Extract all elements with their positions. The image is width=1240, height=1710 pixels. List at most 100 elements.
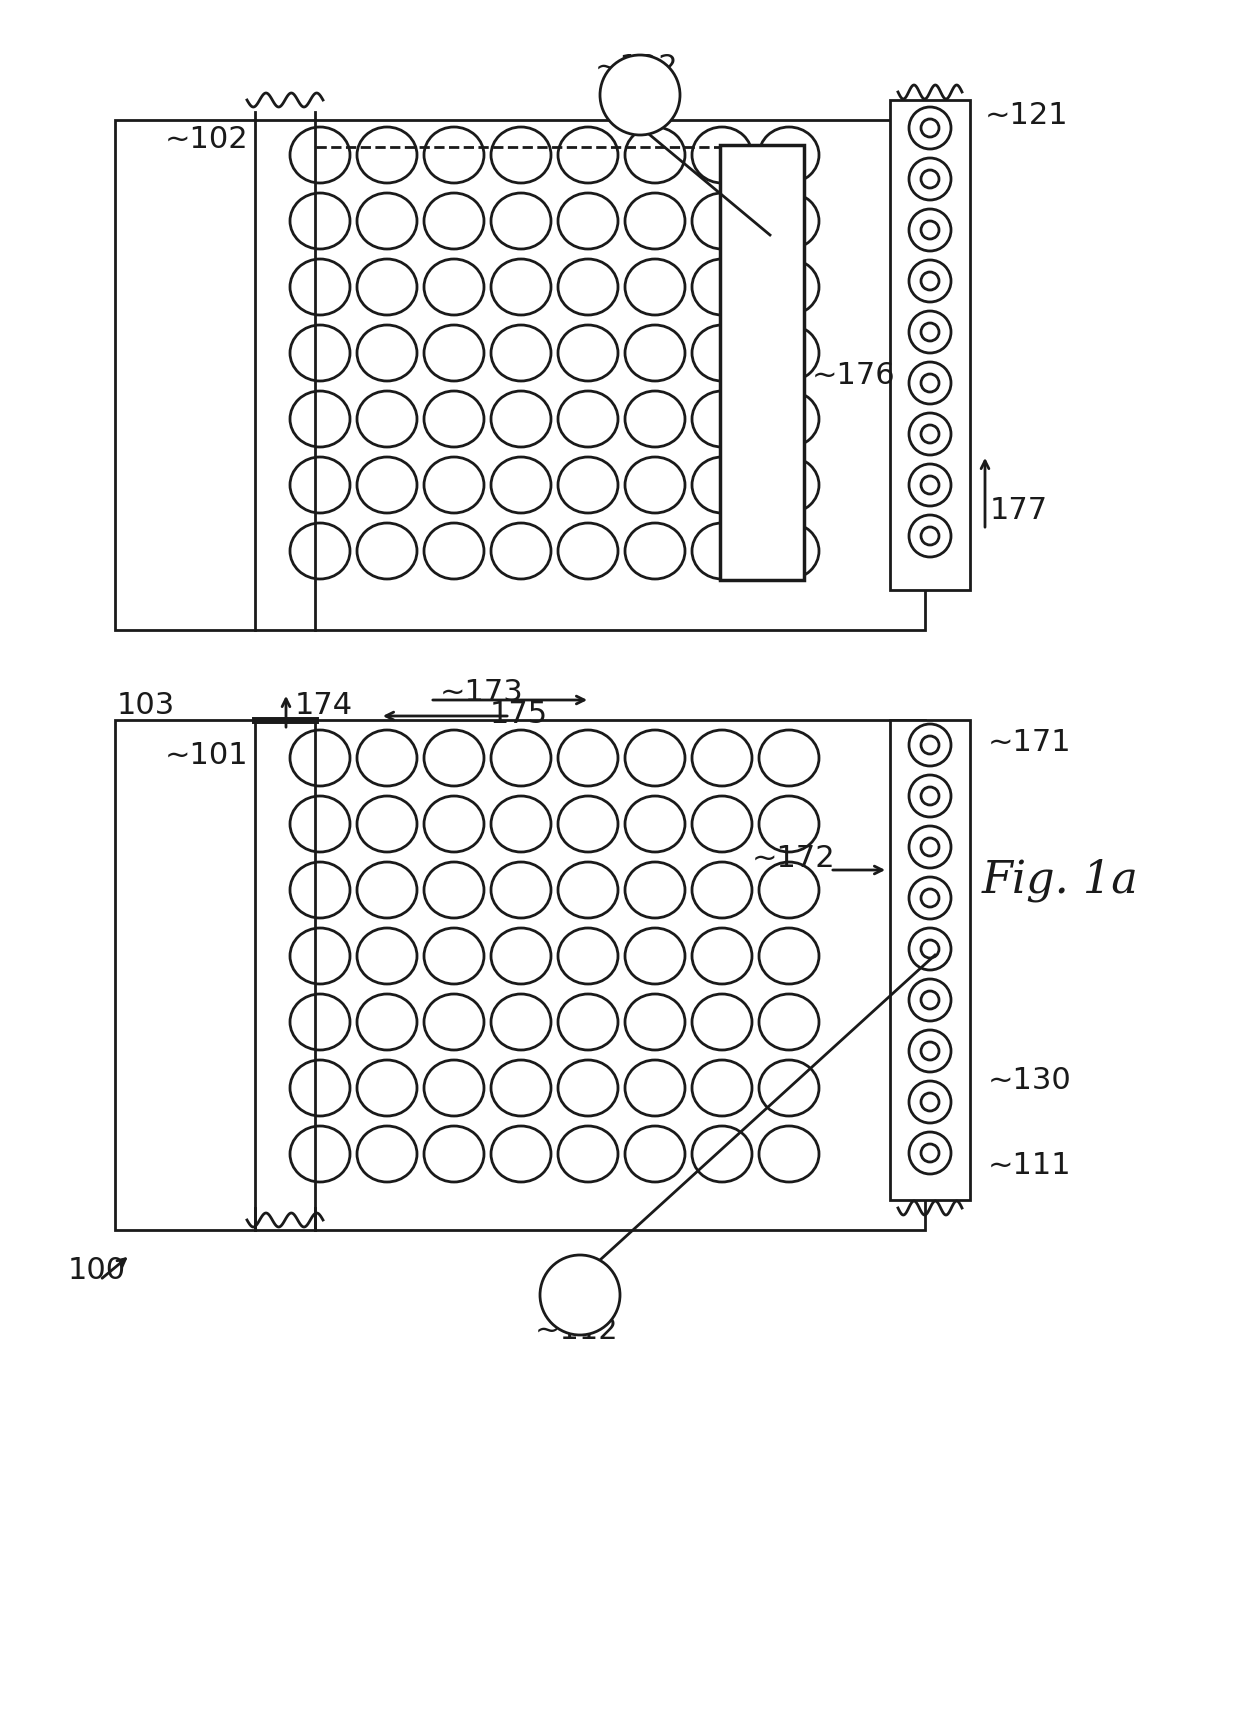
Ellipse shape <box>424 457 484 513</box>
Ellipse shape <box>759 392 818 446</box>
Bar <box>720 145 804 580</box>
Ellipse shape <box>558 929 618 983</box>
Ellipse shape <box>491 862 551 918</box>
Circle shape <box>909 1132 951 1175</box>
Ellipse shape <box>491 193 551 250</box>
Ellipse shape <box>357 523 417 580</box>
Ellipse shape <box>625 325 684 381</box>
Ellipse shape <box>625 1125 684 1182</box>
Ellipse shape <box>625 1060 684 1117</box>
Ellipse shape <box>759 730 818 787</box>
Ellipse shape <box>290 127 350 183</box>
Circle shape <box>921 787 939 805</box>
Ellipse shape <box>357 1060 417 1117</box>
Circle shape <box>909 877 951 918</box>
Ellipse shape <box>558 392 618 446</box>
Ellipse shape <box>558 325 618 381</box>
Ellipse shape <box>692 1125 751 1182</box>
Ellipse shape <box>692 127 751 183</box>
Bar <box>115 720 925 1229</box>
Ellipse shape <box>491 523 551 580</box>
Circle shape <box>921 426 939 443</box>
Ellipse shape <box>692 392 751 446</box>
Circle shape <box>921 1144 939 1163</box>
Text: 103: 103 <box>117 691 175 720</box>
Text: ~112: ~112 <box>534 1315 619 1344</box>
Ellipse shape <box>290 325 350 381</box>
Circle shape <box>909 1029 951 1072</box>
Ellipse shape <box>692 523 751 580</box>
Bar <box>115 120 925 629</box>
Ellipse shape <box>424 392 484 446</box>
Ellipse shape <box>759 994 818 1050</box>
Ellipse shape <box>759 325 818 381</box>
Circle shape <box>909 775 951 817</box>
Ellipse shape <box>558 862 618 918</box>
Circle shape <box>921 735 939 754</box>
Bar <box>890 720 970 1200</box>
Circle shape <box>909 209 951 251</box>
Ellipse shape <box>558 795 618 852</box>
Ellipse shape <box>424 1125 484 1182</box>
Ellipse shape <box>290 929 350 983</box>
Circle shape <box>909 1081 951 1123</box>
Text: ~122: ~122 <box>595 53 678 82</box>
Ellipse shape <box>357 127 417 183</box>
Ellipse shape <box>290 258 350 315</box>
Ellipse shape <box>424 127 484 183</box>
Ellipse shape <box>424 929 484 983</box>
Ellipse shape <box>491 127 551 183</box>
Ellipse shape <box>491 1060 551 1117</box>
Ellipse shape <box>357 929 417 983</box>
Ellipse shape <box>357 1125 417 1182</box>
Ellipse shape <box>424 258 484 315</box>
Circle shape <box>921 889 939 906</box>
Ellipse shape <box>491 929 551 983</box>
Ellipse shape <box>290 523 350 580</box>
Ellipse shape <box>692 730 751 787</box>
Circle shape <box>921 475 939 494</box>
Ellipse shape <box>424 193 484 250</box>
Ellipse shape <box>625 795 684 852</box>
Ellipse shape <box>558 1060 618 1117</box>
Text: ~130: ~130 <box>988 1065 1071 1094</box>
Ellipse shape <box>357 730 417 787</box>
Ellipse shape <box>692 994 751 1050</box>
Ellipse shape <box>290 795 350 852</box>
Circle shape <box>921 941 939 958</box>
Circle shape <box>921 221 939 239</box>
Circle shape <box>909 363 951 404</box>
Ellipse shape <box>424 325 484 381</box>
Circle shape <box>921 272 939 291</box>
Circle shape <box>909 723 951 766</box>
Ellipse shape <box>692 862 751 918</box>
Ellipse shape <box>491 994 551 1050</box>
Circle shape <box>539 1255 620 1336</box>
Ellipse shape <box>424 1060 484 1117</box>
Ellipse shape <box>491 730 551 787</box>
Circle shape <box>909 826 951 869</box>
Text: ~121: ~121 <box>985 101 1069 130</box>
Circle shape <box>909 980 951 1021</box>
Text: ~171: ~171 <box>988 727 1071 756</box>
Text: Fig. 1a: Fig. 1a <box>982 858 1138 901</box>
Ellipse shape <box>424 795 484 852</box>
Ellipse shape <box>558 127 618 183</box>
Ellipse shape <box>357 392 417 446</box>
Ellipse shape <box>558 523 618 580</box>
Ellipse shape <box>625 730 684 787</box>
Circle shape <box>921 1041 939 1060</box>
Ellipse shape <box>625 994 684 1050</box>
Text: ~173: ~173 <box>440 677 523 706</box>
Ellipse shape <box>424 730 484 787</box>
Ellipse shape <box>357 795 417 852</box>
Circle shape <box>600 55 680 135</box>
Ellipse shape <box>759 457 818 513</box>
Ellipse shape <box>692 457 751 513</box>
Ellipse shape <box>290 862 350 918</box>
Circle shape <box>909 929 951 970</box>
Ellipse shape <box>491 1125 551 1182</box>
Ellipse shape <box>759 795 818 852</box>
Circle shape <box>909 108 951 149</box>
Circle shape <box>921 527 939 545</box>
